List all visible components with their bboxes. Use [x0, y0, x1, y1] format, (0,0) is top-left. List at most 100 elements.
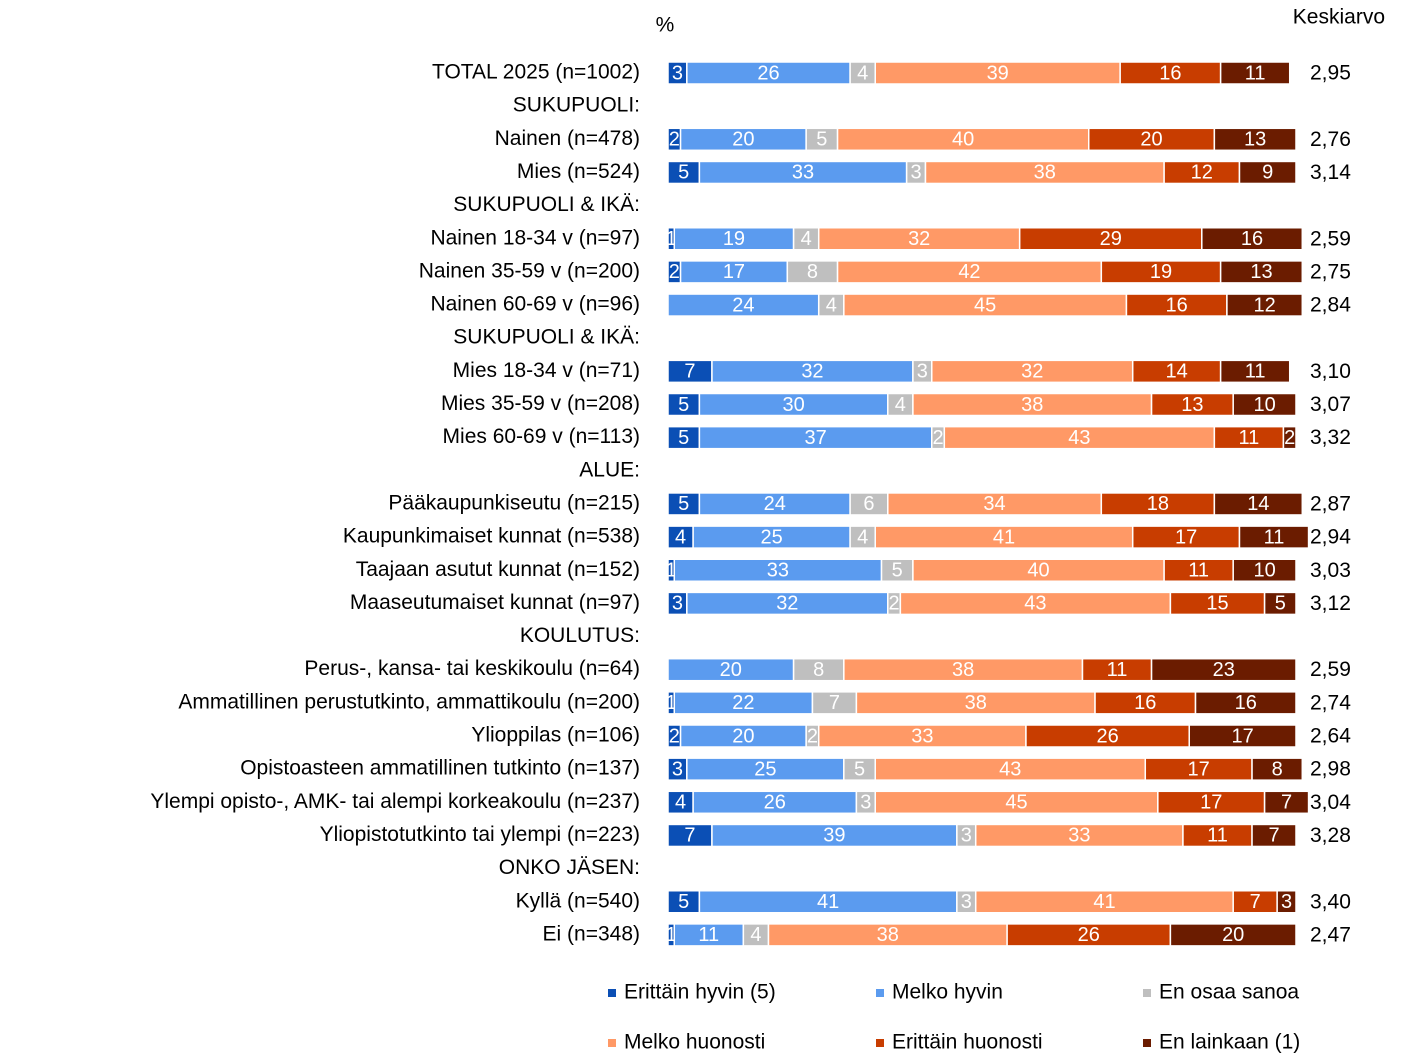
- data-label: 24: [764, 493, 786, 515]
- data-label: 4: [895, 394, 906, 416]
- legend-label: En osaa sanoa: [1159, 981, 1299, 1004]
- category-label: Mies 18-34 v (n=71): [453, 359, 640, 382]
- data-label: 6: [863, 493, 874, 515]
- bar-segment: [1232, 392, 1297, 417]
- data-label: 39: [823, 825, 845, 847]
- data-label: 8: [807, 261, 818, 283]
- data-label: 26: [1078, 924, 1100, 946]
- bar-segment: [1194, 691, 1297, 715]
- bar-segment: [1226, 293, 1304, 317]
- data-label: 20: [1222, 924, 1244, 946]
- data-label: 7: [1268, 825, 1279, 847]
- data-label: 12: [1253, 294, 1275, 316]
- data-label: 4: [750, 924, 761, 946]
- category-label: Yliopistotutkinto tai ylempi (n=223): [320, 823, 640, 846]
- data-label: 16: [1134, 692, 1156, 714]
- average-label: 3,40: [1310, 890, 1351, 913]
- data-label: 25: [754, 758, 776, 780]
- data-label: 20: [732, 129, 754, 151]
- legend-label: Melko huonosti: [624, 1031, 765, 1054]
- average-label: 2,74: [1310, 691, 1351, 714]
- data-label: 2: [889, 593, 900, 615]
- legend-label: Melko hyvin: [892, 981, 1003, 1004]
- data-label: 38: [965, 692, 987, 714]
- data-label: 45: [1005, 792, 1027, 814]
- bar-segment: [1276, 890, 1297, 914]
- category-label: Opistoasteen ammatillinen tutkinto (n=13…: [240, 757, 640, 780]
- category-label: Kyllä (n=540): [516, 889, 640, 912]
- data-label: 41: [1093, 891, 1115, 913]
- category-label: Mies (n=524): [517, 160, 640, 183]
- data-label: 13: [1250, 261, 1272, 283]
- data-label: 4: [801, 228, 812, 250]
- bar-segment: [1238, 525, 1310, 549]
- data-label: 3: [672, 758, 683, 780]
- bar-segment: [1232, 558, 1297, 582]
- category-label: Nainen 18-34 v (n=97): [430, 226, 640, 249]
- average-label: 3,14: [1310, 161, 1351, 184]
- bar-segment: [1219, 61, 1291, 85]
- data-label: 13: [1244, 129, 1266, 151]
- average-label: 2,95: [1310, 62, 1351, 85]
- data-label: 26: [757, 62, 779, 84]
- bar-segment: [1263, 591, 1297, 616]
- data-label: 32: [908, 228, 930, 250]
- category-label: Ammatillinen perustutkinto, ammattikoulu…: [178, 690, 640, 713]
- data-label: 7: [1281, 792, 1292, 814]
- category-label: Maaseutumaiset kunnat (n=97): [350, 591, 640, 614]
- average-label: 3,28: [1310, 824, 1351, 847]
- legend-swatch: [1143, 989, 1151, 997]
- category-label: Ei (n=348): [543, 922, 640, 945]
- data-label: 1: [666, 560, 677, 582]
- bar-segment: [1201, 227, 1304, 251]
- category-label: Perus-, kansa- tai keskikoulu (n=64): [304, 657, 640, 680]
- average-label: 2,76: [1310, 128, 1351, 151]
- data-label: 25: [760, 526, 782, 548]
- average-label: 2,64: [1310, 725, 1351, 748]
- data-label: 1: [666, 228, 677, 250]
- bar-segment: [1219, 359, 1291, 384]
- data-label: 3: [1281, 891, 1292, 913]
- data-label: 39: [987, 62, 1009, 84]
- data-label: 38: [1034, 162, 1056, 184]
- average-label: 2,59: [1310, 658, 1351, 681]
- data-label: 3: [672, 62, 683, 84]
- data-label: 37: [804, 427, 826, 449]
- average-label: 2,84: [1310, 294, 1351, 317]
- data-label: 7: [1250, 891, 1261, 913]
- data-label: 2: [669, 725, 680, 747]
- legend-label: En lainkaan (1): [1159, 1031, 1300, 1054]
- data-label: 20: [720, 659, 742, 681]
- data-label: 2: [807, 725, 818, 747]
- category-label: Ylempi opisto-, AMK- tai alempi korkeako…: [150, 790, 640, 813]
- data-label: 42: [958, 261, 980, 283]
- data-label: 32: [1021, 361, 1043, 383]
- data-label: 5: [816, 129, 827, 151]
- average-label: 2,59: [1310, 227, 1351, 250]
- average-label: 2,98: [1310, 758, 1351, 781]
- legend-swatch: [1143, 1039, 1151, 1047]
- data-label: 11: [1239, 427, 1260, 449]
- data-label: 8: [1272, 758, 1283, 780]
- data-label: 7: [684, 361, 695, 383]
- category-label: ONKO JÄSEN:: [499, 856, 640, 879]
- data-label: 32: [776, 593, 798, 615]
- data-label: 15: [1206, 593, 1228, 615]
- data-label: 26: [764, 792, 786, 814]
- data-label: 1: [666, 924, 677, 946]
- data-label: 17: [1188, 758, 1210, 780]
- category-label: Kaupunkimaiset kunnat (n=538): [343, 525, 640, 548]
- data-label: 40: [952, 129, 974, 151]
- data-label: 2: [669, 129, 680, 151]
- data-label: 10: [1253, 560, 1275, 582]
- data-label: 38: [952, 659, 974, 681]
- data-label: 17: [1200, 792, 1222, 814]
- data-label: 5: [678, 162, 689, 184]
- data-label: 33: [767, 560, 789, 582]
- data-label: 19: [1150, 261, 1172, 283]
- unit-label: %: [656, 14, 675, 37]
- data-label: 14: [1247, 493, 1269, 515]
- average-header: Keskiarvo: [1293, 6, 1385, 29]
- average-label: 3,10: [1310, 360, 1351, 383]
- data-label: 33: [911, 725, 933, 747]
